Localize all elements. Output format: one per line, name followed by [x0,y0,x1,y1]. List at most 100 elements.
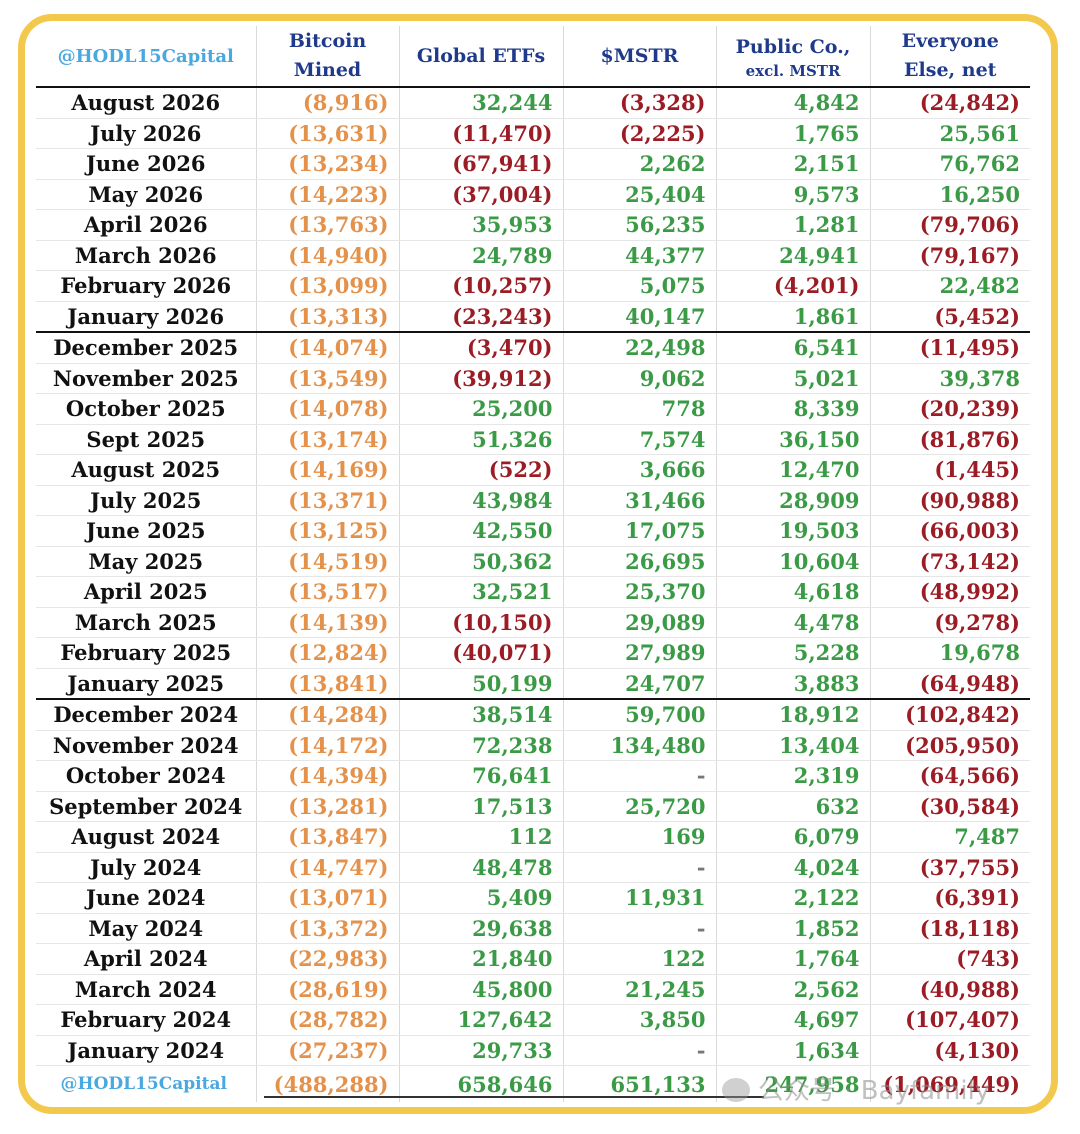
mstr-cell: 2,262 [563,148,717,180]
month-cell: August 2024 [36,821,257,853]
etfs-cell: 25,200 [399,393,564,425]
month-cell: December 2025 [36,332,257,364]
table-row: December 2024 (14,284) 38,514 59,700 18,912(… [36,699,1030,731]
table-row: November 2025 (13,549) (39,912) 9,062 5,021 3… [36,363,1030,394]
public-cell: 2,151 [716,148,871,180]
public-cell: 1,852 [716,913,871,944]
month-cell: August 2025 [36,454,257,486]
month-cell: May 2025 [36,546,257,577]
mined-cell: (8,916) [256,87,400,119]
table-row: July 2025 (13,371) 43,984 31,466 28,909 (90,9… [36,485,1030,516]
everyone-cell: (48,992) [870,576,1030,608]
mstr-cell: - [563,852,717,883]
everyone-cell: (6,391) [870,882,1030,914]
mstr-cell: 44,377 [563,240,717,271]
etfs-cell: 76,641 [399,760,564,792]
mstr-cell: 3,666 [563,454,717,486]
month-cell: January 2025 [36,668,257,700]
table-row: January 2026 (13,313) (23,243) 40,147 1,861(… [36,301,1030,333]
month-cell: July 2025 [36,485,257,516]
mstr-cell: 22,498 [563,332,717,364]
table-row: Sept 2025 (13,174) 51,326 7,574 36,150 (81,87… [36,424,1030,455]
mined-cell: (13,071) [256,882,400,914]
table-row: May 2025 (14,519) 50,362 26,695 10,604 (73,14… [36,546,1030,577]
everyone-cell: (73,142) [870,546,1030,577]
etfs-cell: (37,004) [399,179,564,210]
bitcoin-flows-table: @HODL15Capital Bitcoin Mined Global ETFs… [36,26,1030,1102]
public-cell: 28,909 [716,485,871,516]
public-cell: 2,562 [716,974,871,1005]
public-cell: 1,765 [716,118,871,149]
everyone-cell: (90,988) [870,485,1030,516]
mstr-cell: 25,720 [563,791,717,822]
mined-cell: (14,172) [256,730,400,761]
month-cell: October 2024 [36,760,257,792]
everyone-cell: (81,876) [870,424,1030,455]
everyone-cell: (24,842) [870,87,1030,119]
mined-cell: (13,763) [256,209,400,241]
header-global-etfs: Global ETFs [399,26,564,87]
etfs-cell: 112 [399,821,564,853]
total-public: 247,958 [716,1065,871,1102]
table-row: May 2026 (14,223) (37,004) 25,404 9,573 16,25… [36,179,1030,210]
etfs-cell: 50,362 [399,546,564,577]
etfs-cell: (40,071) [399,637,564,669]
mined-cell: (13,631) [256,118,400,149]
table-row: November 2024 (14,172) 72,238 134,480 13,404… [36,730,1030,761]
month-cell: December 2024 [36,699,257,731]
month-cell: October 2025 [36,393,257,425]
mstr-cell: - [563,760,717,792]
table-row: July 2026 (13,631) (11,470) (2,225) 1,765 25,… [36,118,1030,149]
mstr-cell: 7,574 [563,424,717,455]
month-cell: April 2025 [36,576,257,608]
public-cell: 4,024 [716,852,871,883]
month-cell: June 2025 [36,515,257,547]
month-cell: September 2024 [36,791,257,822]
everyone-cell: 7,487 [870,821,1030,853]
month-cell: January 2026 [36,301,257,333]
etfs-cell: 32,244 [399,87,564,119]
brand-footer: @HODL15Capital [36,1065,257,1102]
etfs-cell: (11,470) [399,118,564,149]
month-cell: July 2026 [36,118,257,149]
mined-cell: (13,099) [256,270,400,302]
public-cell: 6,541 [716,332,871,364]
everyone-cell: (107,407) [870,1004,1030,1036]
mstr-cell: (3,328) [563,87,717,119]
everyone-cell: (20,239) [870,393,1030,425]
public-cell: 8,339 [716,393,871,425]
month-cell: May 2024 [36,913,257,944]
mstr-cell: 25,404 [563,179,717,210]
mstr-cell: 11,931 [563,882,717,914]
mined-cell: (14,078) [256,393,400,425]
month-cell: April 2024 [36,943,257,975]
public-cell: 4,478 [716,607,871,638]
everyone-cell: 76,762 [870,148,1030,180]
mined-cell: (14,284) [256,699,400,731]
month-cell: Sept 2025 [36,424,257,455]
everyone-cell: 25,561 [870,118,1030,149]
everyone-cell: (30,584) [870,791,1030,822]
etfs-cell: 43,984 [399,485,564,516]
mstr-cell: - [563,1035,717,1066]
watermark: 公众号 · Bayfamily [722,1070,990,1107]
public-cell: 13,404 [716,730,871,761]
etfs-cell: 127,642 [399,1004,564,1036]
table-row: March 2025 (14,139) (10,150) 29,089 4,478 (9,… [36,607,1030,638]
mined-cell: (13,281) [256,791,400,822]
mined-cell: (14,747) [256,852,400,883]
header-mstr: $MSTR [563,26,717,87]
everyone-cell: (743) [870,943,1030,975]
table-row: June 2024 (13,071) 5,409 11,931 2,122 (6,391) [36,882,1030,914]
public-cell: 5,021 [716,363,871,394]
mined-cell: (13,234) [256,148,400,180]
public-cell: 1,281 [716,209,871,241]
everyone-cell: (5,452) [870,301,1030,333]
etfs-cell: (39,912) [399,363,564,394]
header-public-co: Public Co., excl. MSTR [716,26,871,87]
etfs-cell: 72,238 [399,730,564,761]
mstr-cell: 25,370 [563,576,717,608]
brand-header: @HODL15Capital [36,26,257,87]
public-cell: 4,697 [716,1004,871,1036]
mined-cell: (28,782) [256,1004,400,1036]
